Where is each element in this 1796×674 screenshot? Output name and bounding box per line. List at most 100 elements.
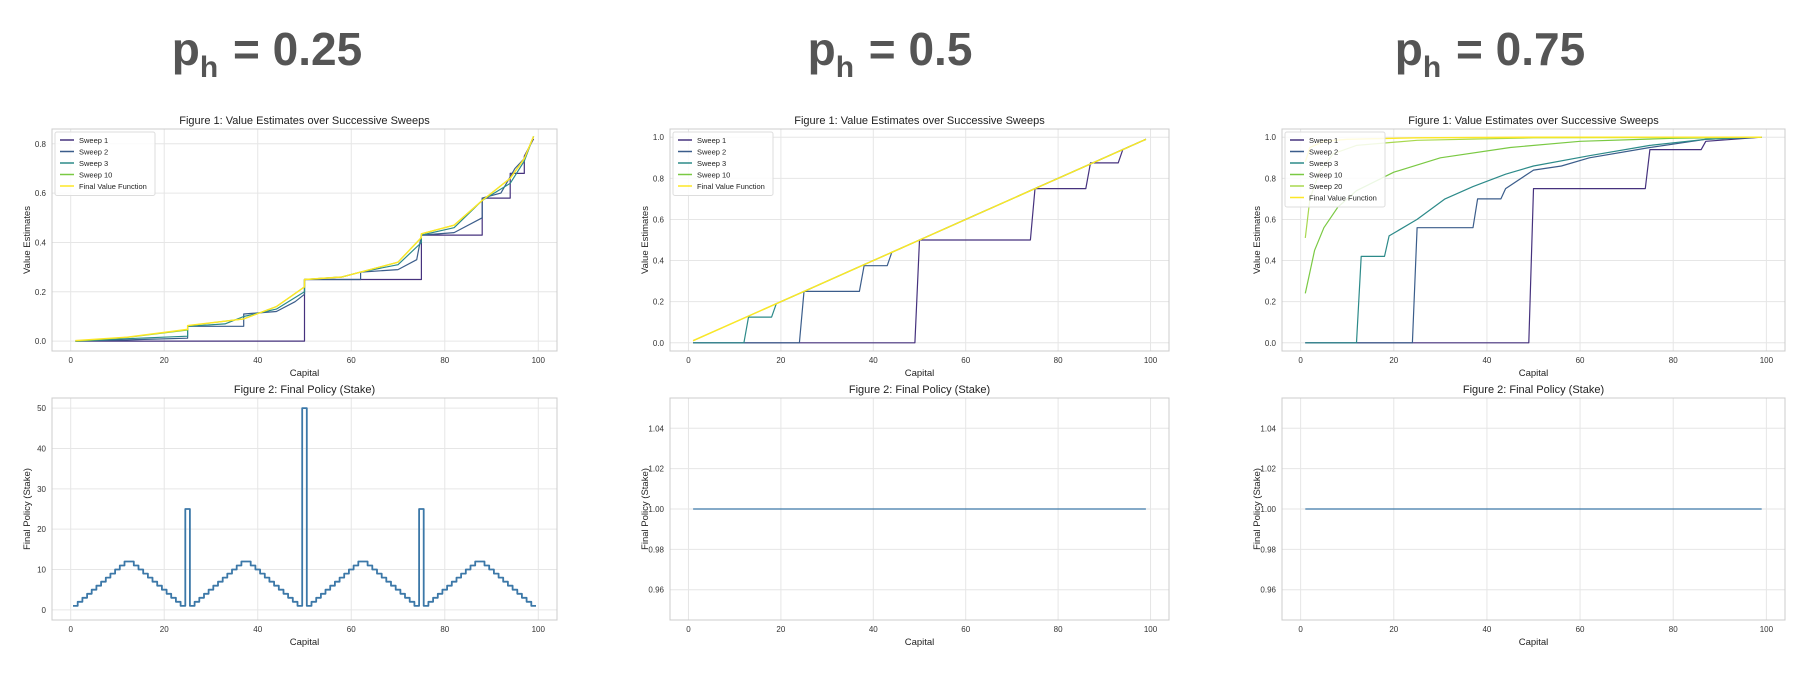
plot-frame <box>1281 397 1786 621</box>
x-tick-label: 80 <box>440 625 449 634</box>
x-tick-label: 100 <box>1144 356 1158 365</box>
chart-policy-0.25: 0 20 40 60 80 100 0 10 20 30 40 50 Figure 2: Final P… <box>22 384 558 648</box>
chart-value-0.75: 0 20 40 60 80 100 0.0 0.2 0.4 0.6 0.8 1.0 Figure 1: … <box>1252 115 1786 379</box>
x-axis-label: Capital <box>290 637 320 648</box>
plot-frame <box>51 128 558 352</box>
legend-box <box>54 131 156 196</box>
series-line-final-value-function <box>692 138 1147 342</box>
legend-label: Final Value Function <box>697 182 765 191</box>
x-tick-label: 0 <box>1298 625 1303 634</box>
y-axis-label: Final Policy (Stake) <box>640 468 651 550</box>
legend: Sweep 1 Sweep 2 Sweep 3 Sweep 10 Final Value… <box>672 131 774 196</box>
series-line-sweep-2 <box>75 136 535 342</box>
chart-title: Figure 2: Final Policy (Stake) <box>234 384 375 396</box>
y-tick-label: 0.0 <box>35 337 47 346</box>
x-tick-label: 80 <box>1669 625 1678 634</box>
y-tick-label: 0.4 <box>1265 257 1277 266</box>
y-axis-label: Value Estimates <box>22 206 33 274</box>
y-tick-label: 1.00 <box>648 505 664 514</box>
y-tick-label: 0.8 <box>653 174 665 183</box>
chart-title: Figure 1: Value Estimates over Successiv… <box>1408 115 1659 127</box>
y-tick-label: 0.0 <box>1265 339 1277 348</box>
y-tick-label: 1.04 <box>1260 424 1276 433</box>
chart-title: Figure 1: Value Estimates over Successiv… <box>179 115 430 127</box>
x-tick-label: 80 <box>1054 356 1063 365</box>
x-tick-label: 20 <box>776 625 785 634</box>
column-title-ph-025: ph = 0.25 <box>171 23 363 84</box>
legend-label: Sweep 2 <box>1309 148 1338 157</box>
y-tick-label: 40 <box>37 444 46 453</box>
y-tick-label: 0.6 <box>35 189 47 198</box>
x-tick-label: 60 <box>347 356 356 365</box>
y-tick-label: 20 <box>37 525 46 534</box>
series-line-sweep-3 <box>1305 136 1762 344</box>
x-tick-label: 60 <box>1576 625 1585 634</box>
x-tick-label: 100 <box>1760 356 1774 365</box>
y-tick-label: 0.8 <box>1265 174 1277 183</box>
x-tick-label: 40 <box>869 625 878 634</box>
chart-policy-0.5: 0 20 40 60 80 100 0.96 0.98 1.00 1.02 1.04 Figure 2… <box>640 384 1170 648</box>
x-tick-label: 60 <box>961 625 970 634</box>
x-tick-label: 40 <box>253 625 262 634</box>
x-tick-label: 100 <box>532 625 546 634</box>
chart-value-0.5: 0 20 40 60 80 100 0.0 0.2 0.4 0.6 0.8 1.0 Figure 1: … <box>640 115 1170 379</box>
y-tick-label: 1.00 <box>1260 505 1276 514</box>
x-tick-label: 0 <box>1298 356 1303 365</box>
legend-label: Sweep 10 <box>79 171 112 180</box>
x-tick-label: 40 <box>1482 356 1491 365</box>
legend: Sweep 1 Sweep 2 Sweep 3 Sweep 10 Sweep 20 Fin… <box>1284 131 1386 208</box>
y-tick-label: 10 <box>37 566 46 575</box>
x-tick-label: 60 <box>961 356 970 365</box>
y-tick-label: 0 <box>42 606 47 615</box>
legend-box <box>1284 131 1386 208</box>
y-tick-label: 30 <box>37 485 46 494</box>
x-axis-label: Capital <box>905 368 935 379</box>
y-tick-label: 1.04 <box>648 424 664 433</box>
x-tick-label: 40 <box>869 356 878 365</box>
x-tick-label: 100 <box>1144 625 1158 634</box>
x-tick-label: 100 <box>532 356 546 365</box>
y-axis-label: Value Estimates <box>640 206 651 274</box>
series-line-sweep-1 <box>693 138 1147 344</box>
series-line-sweep-10 <box>1304 136 1762 294</box>
x-tick-label: 0 <box>686 625 691 634</box>
legend-box <box>672 131 774 196</box>
legend-label: Sweep 1 <box>697 136 726 145</box>
x-tick-label: 0 <box>68 625 73 634</box>
x-tick-label: 80 <box>1054 625 1063 634</box>
x-tick-label: 20 <box>1389 625 1398 634</box>
y-tick-label: 0.2 <box>1265 298 1277 307</box>
chart-title: Figure 2: Final Policy (Stake) <box>1463 384 1604 396</box>
y-tick-label: 0.2 <box>653 298 665 307</box>
y-axis-label: Final Policy (Stake) <box>1252 468 1263 550</box>
series-line-policy <box>73 407 536 607</box>
legend-label: Sweep 1 <box>1309 136 1338 145</box>
x-tick-label: 0 <box>686 356 691 365</box>
x-tick-label: 100 <box>1760 625 1774 634</box>
plot-frame <box>669 397 1170 621</box>
legend-label: Final Value Function <box>1309 194 1377 203</box>
chart-title: Figure 2: Final Policy (Stake) <box>849 384 990 396</box>
plot-frame <box>51 397 558 621</box>
y-tick-label: 0.4 <box>35 238 47 247</box>
legend-label: Sweep 10 <box>1309 171 1342 180</box>
chart-value-0.25: 0 20 40 60 80 100 0.0 0.2 0.4 0.6 0.8 Figure 1: Val… <box>22 115 558 379</box>
y-tick-label: 1.0 <box>653 133 665 142</box>
x-tick-label: 60 <box>347 625 356 634</box>
legend-label: Sweep 1 <box>79 136 108 145</box>
legend-label: Sweep 2 <box>79 148 108 157</box>
y-axis-label: Final Policy (Stake) <box>22 468 33 550</box>
column-title-ph-05: ph = 0.5 <box>807 23 973 84</box>
y-tick-label: 50 <box>37 404 46 413</box>
x-axis-label: Capital <box>1519 368 1549 379</box>
y-tick-label: 0.6 <box>653 215 665 224</box>
plot-frame <box>669 128 1170 352</box>
chart-title: Figure 1: Value Estimates over Successiv… <box>794 115 1045 127</box>
legend-label: Sweep 2 <box>697 148 726 157</box>
legend-label: Sweep 3 <box>697 159 726 168</box>
y-tick-label: 1.02 <box>648 465 664 474</box>
x-tick-label: 20 <box>776 356 785 365</box>
chart-policy-0.75: 0 20 40 60 80 100 0.96 0.98 1.00 1.02 1.04 Figure 2… <box>1252 384 1786 648</box>
y-tick-label: 0.98 <box>1260 545 1276 554</box>
